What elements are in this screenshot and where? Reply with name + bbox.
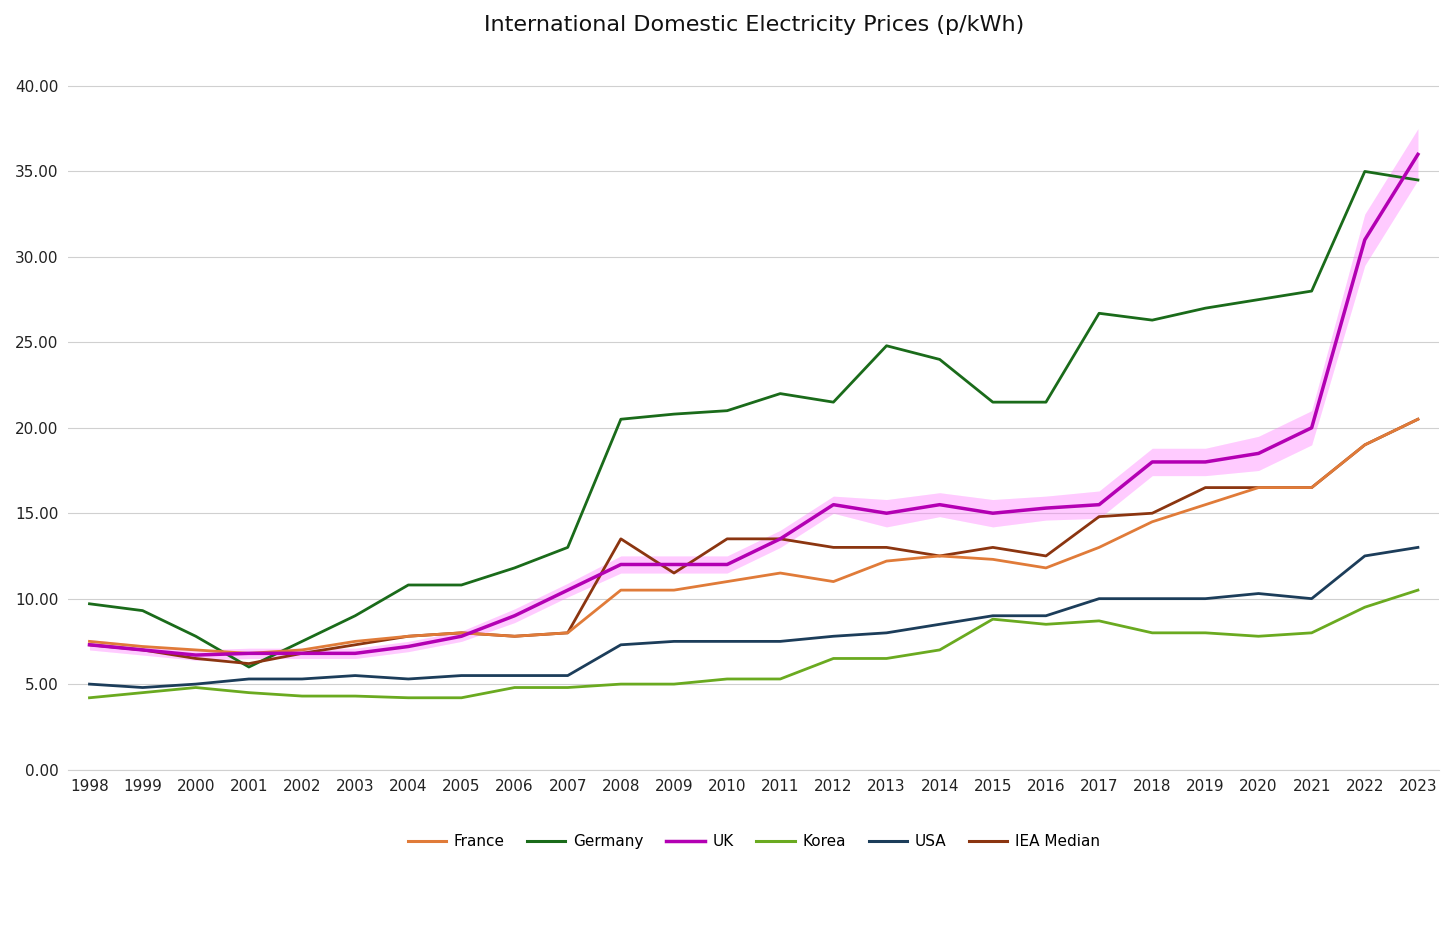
Title: International Domestic Electricity Prices (p/kWh): International Domestic Electricity Price…: [483, 15, 1024, 35]
Legend: France, Germany, UK, Korea, USA, IEA Median: France, Germany, UK, Korea, USA, IEA Med…: [402, 828, 1107, 856]
